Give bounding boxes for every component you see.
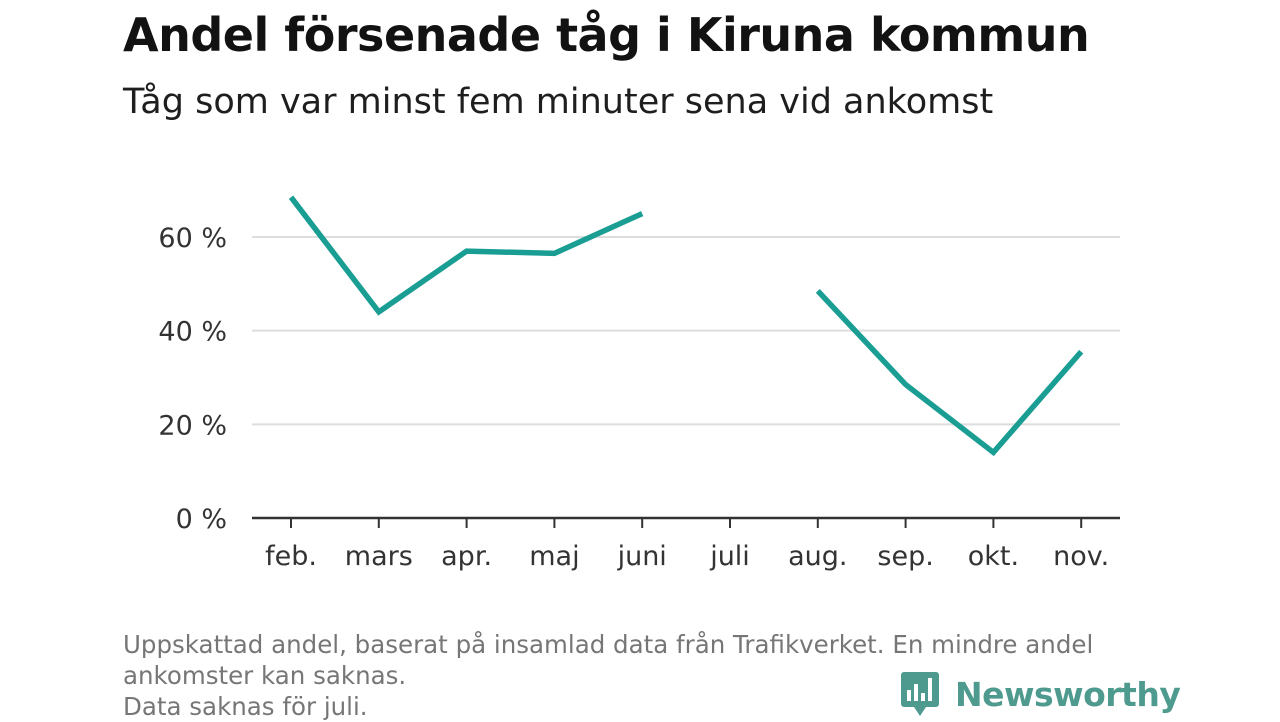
y-tick-label: 20 % <box>158 410 227 441</box>
line-chart: 0 % 20 % 40 % 60 % feb. mars apr. maj juni juli a… <box>0 0 1280 620</box>
gridlines <box>252 237 1120 424</box>
brand-logo: Newsworthy <box>900 668 1180 720</box>
series-line-segment <box>818 291 1081 453</box>
x-tick-label: mars <box>345 541 413 572</box>
x-tick-label: okt. <box>968 541 1019 572</box>
x-tick-label: aug. <box>788 541 847 572</box>
x-tick-label: juni <box>617 541 667 572</box>
x-tick-label: sep. <box>877 541 933 572</box>
footnote-line: Uppskattad andel, baserat på insamlad da… <box>123 629 1163 660</box>
x-tick-label: apr. <box>441 541 492 572</box>
newsworthy-logo-icon <box>900 670 940 718</box>
series-line-segment <box>291 197 642 312</box>
x-tick-label: juli <box>709 541 750 572</box>
x-tick-label: nov. <box>1053 541 1109 572</box>
series-lines <box>291 197 1081 452</box>
y-tick-label: 60 % <box>158 223 227 254</box>
y-axis-tick-labels: 0 % 20 % 40 % 60 % <box>158 223 227 535</box>
brand-name: Newsworthy <box>955 675 1180 714</box>
x-tick-label: feb. <box>265 541 317 572</box>
y-tick-label: 40 % <box>158 317 227 348</box>
x-tick-label: maj <box>529 541 579 572</box>
x-axis-tick-labels: feb. mars apr. maj juni juli aug. sep. okt. nov. <box>265 518 1109 572</box>
y-tick-label: 0 % <box>176 504 227 535</box>
